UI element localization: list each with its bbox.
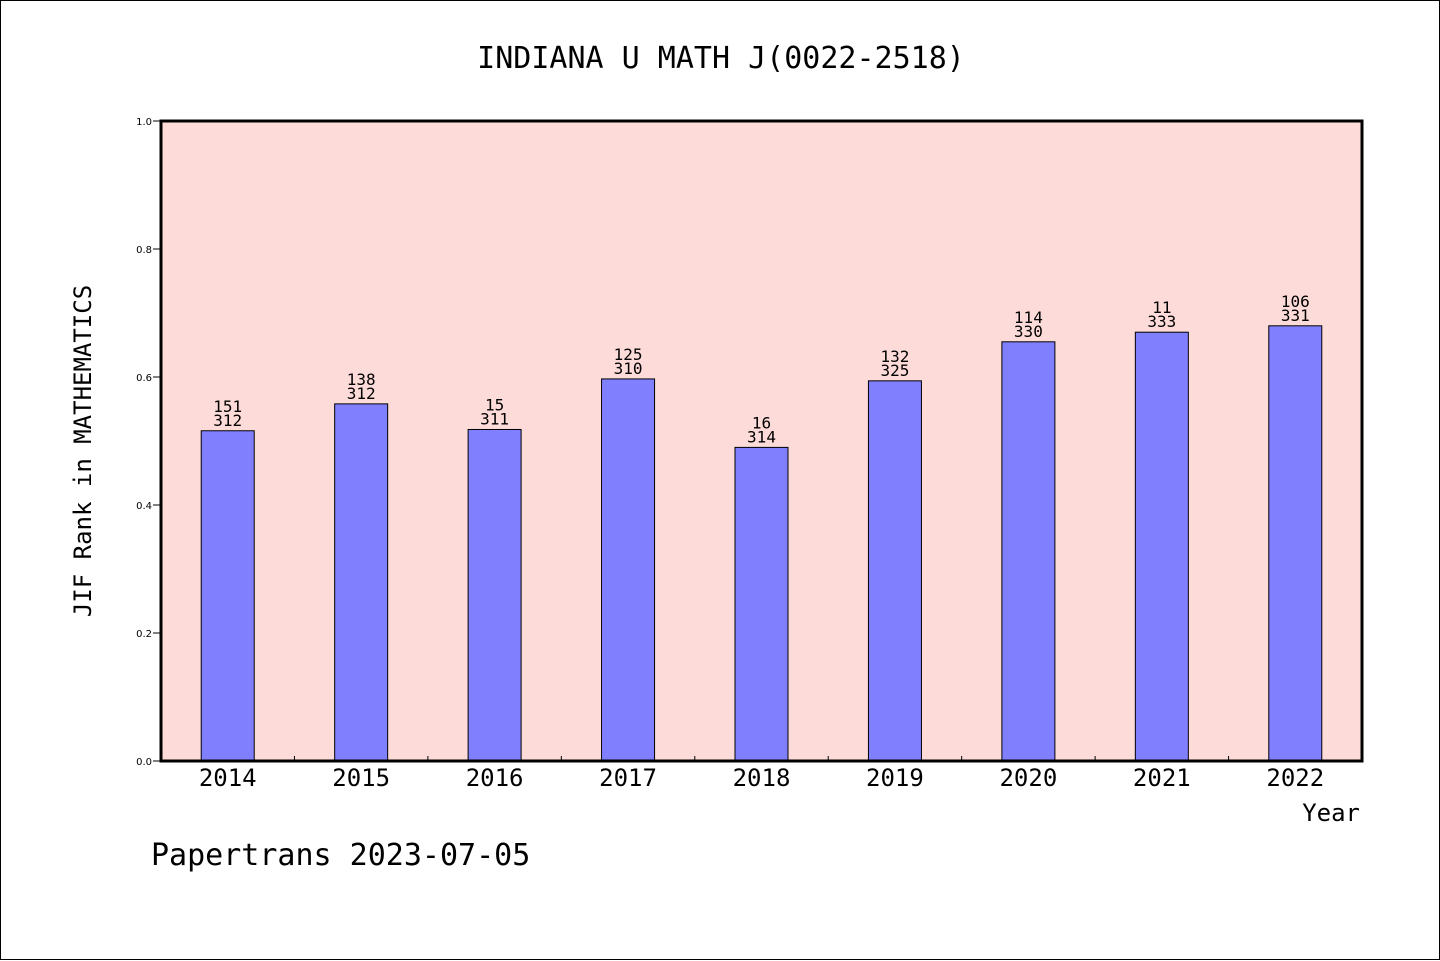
- y-tick-label: 0.0: [136, 757, 152, 768]
- bar-2022: [1268, 325, 1323, 762]
- bar-2017: [601, 378, 656, 762]
- bar-2021: [1134, 331, 1189, 762]
- bar-total-label: 325: [880, 361, 909, 380]
- footer-credit: Papertrans 2023-07-05: [151, 838, 530, 873]
- x-tick-label: 2020: [999, 764, 1057, 792]
- bar-total-label: 330: [1014, 322, 1043, 341]
- y-tick-label: 0.8: [136, 245, 152, 256]
- y-axis-label: JIF Rank in MATHEMATICS: [69, 285, 97, 617]
- bar-total-label: 314: [747, 427, 776, 446]
- bar-2014: [200, 430, 255, 762]
- x-tick-label: 2021: [1133, 764, 1191, 792]
- y-tick-label: 0.2: [136, 629, 152, 640]
- bar-total-label: 311: [480, 409, 509, 428]
- y-tick-label: 0.6: [136, 373, 152, 384]
- chart-title: INDIANA U MATH J(0022-2518): [477, 41, 965, 76]
- plot-border: [159, 119, 1364, 763]
- y-tick-label: 0.4: [136, 501, 152, 512]
- bar-total-label: 310: [614, 359, 643, 378]
- x-tick-label: 2014: [199, 764, 257, 792]
- bar-rank-label: 132: [880, 347, 909, 366]
- x-tick-label: 2019: [866, 764, 924, 792]
- bar-rank-label: 15: [485, 395, 504, 414]
- x-axis-label: Year: [1302, 799, 1360, 827]
- bar-rank-label: 16: [752, 413, 771, 432]
- bar-total-label: 331: [1281, 306, 1310, 325]
- y-tick-label: 1.0: [136, 117, 152, 128]
- x-tick-label: 2015: [332, 764, 390, 792]
- bar-total-label: 333: [1147, 312, 1176, 331]
- bar-rank-label: 11: [1152, 298, 1171, 317]
- bar-rank-label: 125: [614, 345, 643, 364]
- y-axis: 0.0 0.2 0.4 0.6 0.8 1.0: [136, 117, 161, 768]
- x-tick-label: 2018: [733, 764, 791, 792]
- bar-total-label: 312: [213, 411, 242, 430]
- bar-rank-label: 106: [1281, 292, 1310, 311]
- bars-layer: 1513121383121531112531016314132325114330…: [200, 292, 1323, 762]
- bar-rank-label: 138: [347, 370, 376, 389]
- x-axis: 2014 2015 2016 2017 2018 2019 2020 2021 2022: [199, 756, 1324, 792]
- x-tick-label: 2022: [1266, 764, 1324, 792]
- bar-2016: [467, 428, 522, 762]
- bar-rank-label: 151: [213, 397, 242, 416]
- bar-2020: [1001, 341, 1056, 762]
- bar-2018: [734, 446, 789, 762]
- x-tick-label: 2017: [599, 764, 657, 792]
- bar-total-label: 312: [347, 384, 376, 403]
- bar-rank-label: 114: [1014, 308, 1043, 327]
- bar-2019: [867, 380, 922, 762]
- bar-2015: [334, 403, 389, 762]
- x-tick-label: 2016: [466, 764, 524, 792]
